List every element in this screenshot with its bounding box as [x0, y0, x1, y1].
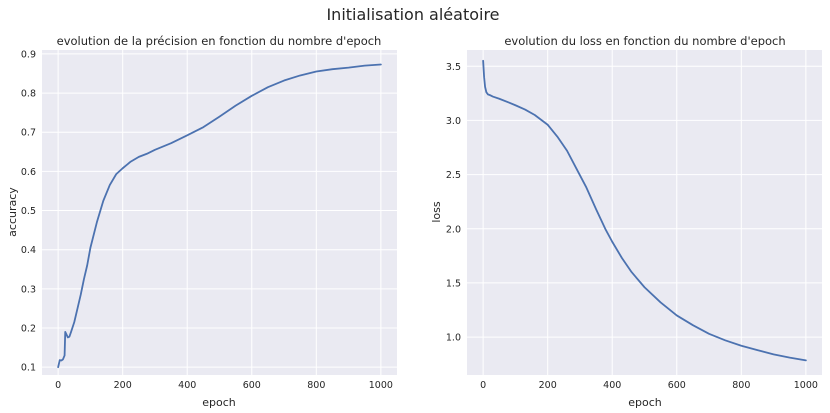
accuracy-chart: 0 200 400 600 800 1000 0.1 0.2 0.3 0.4 0.5 0.6 0.7 0.…	[6, 34, 397, 409]
accuracy-tick-labels: 0 200 400 600 800 1000 0.1 0.2 0.3 0.4 0.5 0.6 0.7 0.…	[21, 49, 393, 391]
loss-series-layer	[482, 59, 807, 362]
loss-x-tick-label: 800	[732, 380, 750, 391]
loss-x-tick-label: 0	[480, 380, 486, 391]
loss-x-tick-label: 400	[603, 380, 621, 391]
accuracy-chart-title: evolution de la précision en fonction du…	[57, 34, 382, 48]
loss-tick-labels: 0 200 400 600 800 1000 1.0 1.5 2.0 2.5 3.0 3.5	[446, 62, 818, 391]
accuracy-y-tick-label: 0.2	[21, 324, 36, 335]
accuracy-y-tick-label: 0.4	[21, 245, 36, 256]
loss-plot-area	[467, 50, 822, 375]
loss-y-tick-label: 3.5	[446, 62, 461, 73]
loss-series-line	[482, 59, 807, 362]
accuracy-x-tick-label: 1000	[369, 380, 393, 391]
loss-y-tick-label: 1.0	[446, 333, 461, 344]
loss-chart-title: evolution du loss en fonction du nombre …	[504, 34, 785, 48]
accuracy-y-tick-label: 0.1	[21, 363, 36, 374]
accuracy-y-tick-label: 0.5	[21, 206, 36, 217]
accuracy-y-axis-label: accuracy	[6, 187, 19, 237]
accuracy-y-tick-label: 0.7	[21, 128, 36, 139]
loss-y-tick-label: 1.5	[446, 278, 461, 289]
loss-y-tick-label: 3.0	[446, 116, 461, 127]
accuracy-y-tick-label: 0.9	[21, 49, 36, 60]
loss-y-tick-label: 2.5	[446, 170, 461, 181]
accuracy-y-tick-label: 0.3	[21, 284, 36, 295]
figure-suptitle: Initialisation aléatoire	[326, 5, 499, 24]
accuracy-x-axis-label: epoch	[202, 396, 236, 409]
loss-y-axis-label: loss	[430, 201, 443, 223]
loss-x-tick-label: 1000	[794, 380, 818, 391]
accuracy-x-tick-label: 600	[243, 380, 261, 391]
accuracy-x-tick-label: 800	[307, 380, 325, 391]
accuracy-plot-area	[42, 50, 397, 375]
loss-x-tick-label: 600	[668, 380, 686, 391]
loss-x-tick-label: 200	[539, 380, 557, 391]
accuracy-x-tick-label: 0	[55, 380, 61, 391]
loss-chart: 0 200 400 600 800 1000 1.0 1.5 2.0 2.5 3.0 3.5 evol…	[430, 34, 822, 409]
accuracy-y-tick-label: 0.6	[21, 167, 36, 178]
loss-y-tick-label: 2.0	[446, 224, 461, 235]
accuracy-x-tick-label: 200	[114, 380, 132, 391]
accuracy-series-layer	[57, 63, 382, 369]
accuracy-x-tick-label: 400	[178, 380, 196, 391]
loss-x-axis-label: epoch	[628, 396, 662, 409]
accuracy-series-line	[57, 63, 382, 369]
accuracy-y-tick-label: 0.8	[21, 89, 36, 100]
loss-grid	[467, 50, 822, 375]
